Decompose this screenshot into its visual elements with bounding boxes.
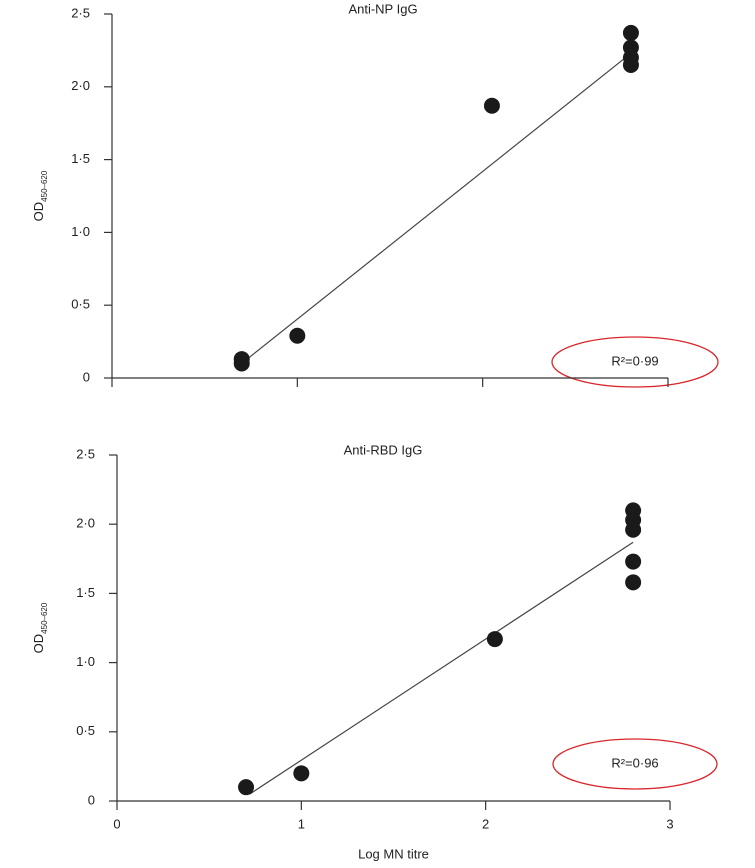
trend-line [249,541,634,795]
x-tick-label: 3 [666,816,673,831]
y-tick-label: 1·0 [76,654,95,669]
point [293,765,310,782]
y-tick-label: 0 [88,792,95,807]
y-axis-label-main: OD [31,202,46,222]
point [625,553,642,570]
trend-line [241,52,632,364]
x-tick-label: 1 [298,816,305,831]
y-tick-label: 0·5 [71,297,90,312]
point [233,355,250,372]
y-tick-label: 1·5 [71,151,90,166]
y-axis-label: OD450–620 [31,602,49,653]
point [622,56,639,73]
annotation: R²=0·96 [611,755,658,770]
chart-title: Anti-NP IgG [348,1,417,16]
point [625,521,642,538]
highlight-ellipse [552,738,718,790]
point [625,574,642,591]
y-tick-label: 2·5 [76,446,95,461]
highlight-ellipse [551,336,719,388]
x-tick-label: 0 [113,816,120,831]
annotation: R²=0·99 [611,353,658,368]
point [289,327,306,344]
y-tick-label: 0 [83,369,90,384]
y-tick-label: 2·0 [71,78,90,93]
point [483,97,500,114]
y-tick-label: 0·5 [76,723,95,738]
y-tick-label: 2·5 [71,5,90,20]
y-tick-label: 1·5 [76,585,95,600]
y-tick-label: 1·0 [71,224,90,239]
x-axis-label: Log MN titre [358,846,429,861]
y-axis-label-main: OD [31,634,46,654]
point [238,779,255,796]
chart-title: Anti-RBD IgG [344,442,423,457]
x-tick-label: 2 [482,816,489,831]
point [486,631,503,648]
y-tick-label: 2·0 [76,516,95,531]
y-axis-label-subscript: 450–620 [40,602,49,634]
y-axis-label: OD450–620 [31,170,49,221]
y-axis-label-subscript: 450–620 [40,170,49,202]
point [622,24,639,41]
